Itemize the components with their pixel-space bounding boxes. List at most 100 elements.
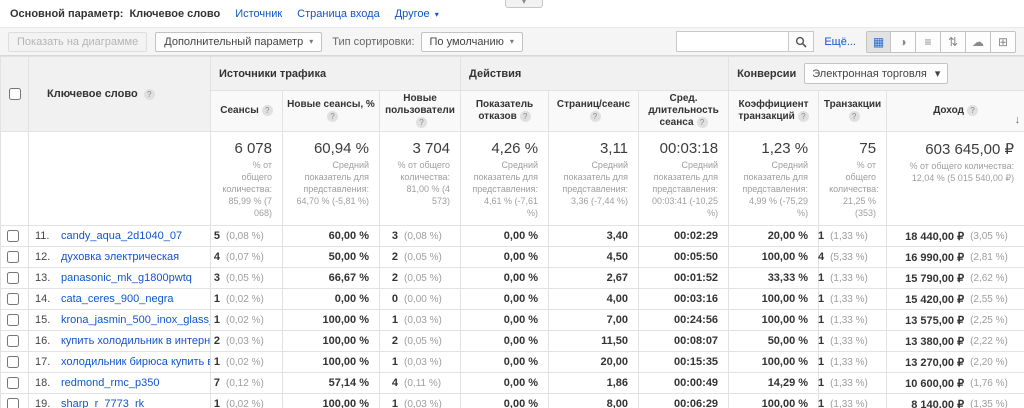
select-all-checkbox[interactable] [8,88,21,101]
keyword-link[interactable]: krona_jasmin_500_inox_glass_push_button_ [61,314,210,327]
sessions-cell: 1 (0,02 %) [210,288,283,311]
totals-sessions: 6 078% от общего количества: 85,99 % (7 … [210,131,283,227]
avg-session-duration-cell: 00:01:52 [638,267,730,290]
row-number: 17. [35,356,51,369]
row-checkbox[interactable] [7,314,19,327]
avg-session-duration-cell: 00:06:29 [638,393,730,408]
performance-view-button[interactable]: ≡ [916,30,941,53]
row-checkbox[interactable] [7,398,19,408]
metric-header-row: Сеансы? Новые сеансы, %? Новые пользоват… [1,89,1024,133]
term-cloud-view-button[interactable]: ☁ [966,30,991,53]
table-row: 17. холодильник бирюса купить в москве 1(… [0,351,1024,374]
transactions-cell: 1 (1,33 %) [818,393,888,408]
dimension-tab-landing-page[interactable]: Страница входа [297,7,380,20]
help-icon[interactable]: ? [261,105,273,116]
pages-per-session-cell: 20,00 [548,351,640,374]
col-header-bounce-rate[interactable]: Показатель отказов? [460,89,550,133]
help-icon[interactable]: ? [416,117,428,128]
avg-session-duration-cell: 00:24:56 [638,309,730,332]
row-checkbox[interactable] [7,293,19,306]
table-search [676,31,815,52]
secondary-dimension-button[interactable]: Дополнительный параметр ▾ [155,31,323,52]
collapse-chart-button[interactable]: ▾ [505,0,543,8]
help-icon[interactable]: ? [589,111,601,122]
row-checkbox[interactable] [7,272,19,285]
keyword-link[interactable]: купить холодильник в интернет магазине [61,335,211,348]
keyword-link[interactable]: духовка электрическая [61,251,180,264]
transaction-rate-cell: 50,00 % [728,330,820,353]
transaction-rate-cell: 14,29 % [728,372,820,395]
help-icon[interactable]: ? [327,111,338,122]
row-checkbox[interactable] [7,356,19,369]
help-icon[interactable]: ? [143,88,155,100]
new-sessions-cell: 0,00 % [282,288,380,311]
col-header-sessions[interactable]: Сеансы? [210,89,283,133]
keywords-table: Ключевое слово ? Источники трафика Дейст… [0,55,1024,408]
row-checkbox[interactable] [7,335,19,348]
help-icon[interactable]: ? [797,111,809,122]
keyword-cell: 19. sharp_r_7773_rk_ [28,393,211,408]
search-button[interactable] [788,31,815,52]
col-header-avg-session-duration[interactable]: Сред. длительность сеанса? [638,89,730,133]
help-icon[interactable]: ? [966,105,978,116]
col-header-keyword[interactable]: Ключевое слово ? [28,55,211,133]
keyword-link[interactable]: cata_ceres_900_negra [61,293,174,306]
help-icon[interactable]: ? [519,111,531,122]
col-header-new-sessions[interactable]: Новые сеансы, %? [282,89,380,133]
keyword-link[interactable]: sharp_r_7773_rk_ [61,398,151,408]
dimension-tab-other[interactable]: Другое ▾ [394,7,439,20]
bounce-rate-cell: 0,00 % [460,393,550,408]
row-checkbox[interactable] [7,230,19,243]
table-icon: ▦ [872,34,885,49]
bounce-rate-cell: 0,00 % [460,372,550,395]
dimension-tab-source[interactable]: Источник [235,7,283,20]
new-users-cell: 2 (0,05 %) [378,330,462,353]
row-number: 19. [35,398,51,408]
revenue-cell: 10 600,00 ₽ (1,76 %) [886,372,1024,395]
plot-rows-button[interactable]: Показать на диаграмме [8,31,148,52]
keyword-cell: 16. купить холодильник в интернет магазин… [28,330,211,353]
keyword-link[interactable]: холодильник бирюса купить в москве [61,356,210,369]
row-checkbox[interactable] [7,377,19,390]
col-header-pages-per-session[interactable]: Страниц/сеанс? [548,89,640,133]
data-table-view-button[interactable]: ▦ [866,30,891,53]
group-header-row: Ключевое слово ? Источники трафика Дейст… [0,55,1024,133]
totals-avg-session-duration: 00:03:18 Средний показатель для представл… [638,131,730,227]
pivot-view-button[interactable]: ⊞ [991,30,1016,53]
sort-desc-icon[interactable]: ↓ [1014,114,1021,127]
search-input[interactable] [676,31,789,52]
col-header-new-users[interactable]: Новые пользователи? [378,89,462,133]
avg-session-duration-cell: 00:15:35 [638,351,730,374]
sessions-cell: 1 (0,02 %) [210,309,283,332]
totals-new-sessions: 60,94 % Средний показатель для представле… [282,131,380,227]
pie-icon: ◑ [899,34,907,49]
col-header-transactions[interactable]: Транзакции? [818,89,888,133]
new-users-cell: 2 (0,05 %) [378,246,462,269]
row-number: 13. [35,272,51,285]
percentage-view-button[interactable]: ◑ [891,30,916,53]
keyword-link[interactable]: panasonic_mk_g1800pwtq [61,272,192,285]
comparison-view-button[interactable]: ⇅ [941,30,966,53]
sort-type-select[interactable]: По умолчанию ▾ [420,31,523,52]
help-icon[interactable]: ? [848,111,860,122]
row-number: 14. [35,293,51,306]
revenue-cell: 15 420,00 ₽ (2,55 %) [886,288,1024,311]
advanced-search-link[interactable]: Ещё... [824,35,856,48]
conversions-type-select[interactable]: Электронная торговля ▾ [804,63,949,84]
revenue-cell: 15 790,00 ₽ (2,62 %) [886,267,1024,290]
keyword-cell: 11. candy_aqua_2d1040_07 [28,225,211,248]
col-header-revenue[interactable]: Доход? ↓ [886,89,1024,133]
help-icon[interactable]: ? [696,117,708,128]
bounce-rate-cell: 0,00 % [460,351,550,374]
row-checkbox[interactable] [7,251,19,264]
transactions-cell: 1 (1,33 %) [818,372,888,395]
col-header-transaction-rate[interactable]: Коэффициент транзакций? [728,89,820,133]
row-select-cell [0,330,29,353]
keyword-link[interactable]: candy_aqua_2d1040_07 [61,230,183,243]
dimension-tab-keyword[interactable]: Ключевое слово [129,7,221,20]
pages-per-session-cell: 3,40 [548,225,640,248]
conversions-label: Конверсии [737,67,797,80]
totals-transactions: 75% от общего количества: 21,25 % (353) [818,131,888,227]
keyword-link[interactable]: redmond_rmc_p350 [61,377,160,390]
table-row: 15. krona_jasmin_500_inox_glass_push_butt… [0,309,1024,332]
